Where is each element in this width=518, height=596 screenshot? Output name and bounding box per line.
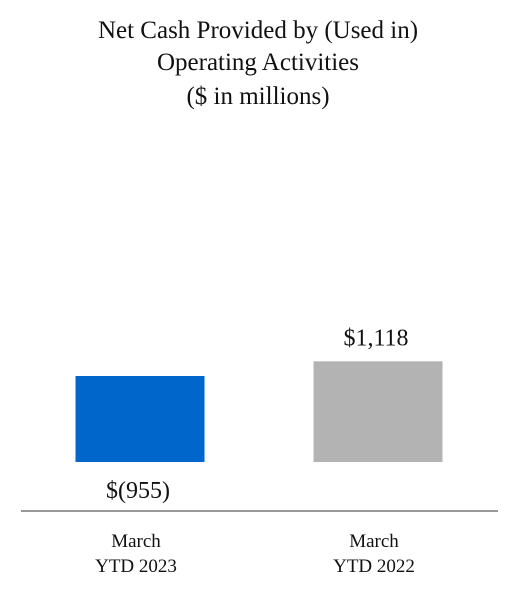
chart-title-line-1: Net Cash Provided by (Used in) xyxy=(98,17,418,44)
x-tick-label-2-line-1: March xyxy=(349,531,399,552)
x-tick-label-2-line-2: YTD 2022 xyxy=(333,556,415,577)
data-label-2: $1,118 xyxy=(343,325,408,351)
bars-layer xyxy=(75,361,443,462)
x-tick-label-1-line-1: March xyxy=(111,531,161,552)
bar-2 xyxy=(313,361,443,462)
labels-layer: $(955) March YTD 2023 $1,118 March YTD 2022 xyxy=(95,325,415,577)
chart-title-line-2: Operating Activities xyxy=(157,49,359,76)
chart-title-line-3: ($ in millions) xyxy=(186,83,329,110)
bar-1 xyxy=(75,376,205,462)
data-label-1: $(955) xyxy=(106,478,170,504)
x-tick-label-1-line-2: YTD 2023 xyxy=(95,556,177,577)
